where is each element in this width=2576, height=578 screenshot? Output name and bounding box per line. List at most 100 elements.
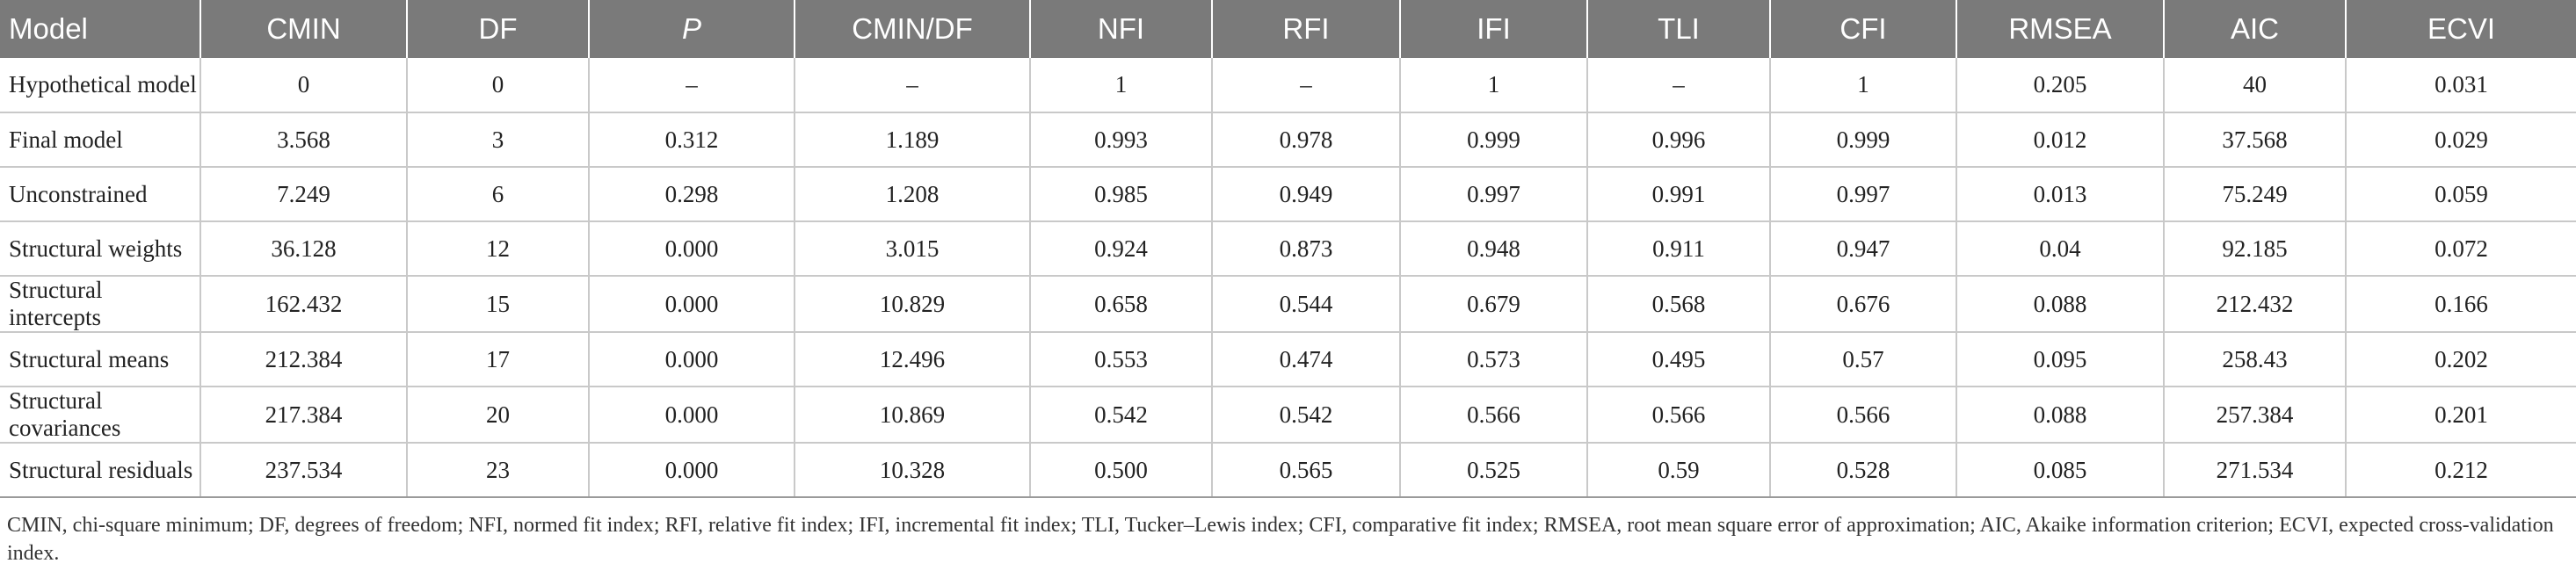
table-cell: 0.000 xyxy=(588,443,795,498)
table-cell: 0.568 xyxy=(1586,276,1770,333)
table-cell: 75.249 xyxy=(2163,167,2346,222)
table-cell: 0.04 xyxy=(1956,221,2164,277)
table-cell: 0.985 xyxy=(1029,167,1212,222)
table-cell: 0.978 xyxy=(1211,112,1400,168)
table-cell: 0.525 xyxy=(1399,443,1587,498)
table-row: Final model 3.568 3 0.312 1.189 0.993 0.978 0.9… xyxy=(0,112,2576,168)
table-cell: 40 xyxy=(2163,58,2346,113)
table-cell: 258.43 xyxy=(2163,332,2346,387)
table-cell: 0.542 xyxy=(1029,387,1212,444)
table-cell: 0.059 xyxy=(2345,167,2576,222)
table-cell: 257.384 xyxy=(2163,387,2346,444)
table-cell: 3.015 xyxy=(794,221,1030,277)
table-row: Structural means 212.384 17 0.000 12.496 0.55… xyxy=(0,332,2576,387)
table-cell: 7.249 xyxy=(200,167,407,222)
table-cell: 0.013 xyxy=(1956,167,2164,222)
table-cell: 271.534 xyxy=(2163,443,2346,498)
header-cmin: CMIN xyxy=(200,0,407,58)
table-cell: 1 xyxy=(1399,58,1587,113)
table-cell: 10.829 xyxy=(794,276,1030,333)
table-cell: 0.544 xyxy=(1211,276,1400,333)
table-cell: 12.496 xyxy=(794,332,1030,387)
table-cell: 1 xyxy=(1769,58,1956,113)
table-row: Structural covariances 217.384 20 0.000 10.8… xyxy=(0,387,2576,444)
header-cmin-df: CMIN/DF xyxy=(794,0,1030,58)
table-cell: 0.873 xyxy=(1211,221,1400,277)
table-cell: 10.869 xyxy=(794,387,1030,444)
table-cell: 0.000 xyxy=(588,387,795,444)
table-cell: 0.993 xyxy=(1029,112,1212,168)
table-cell: 0.991 xyxy=(1586,167,1770,222)
table-cell: 0.999 xyxy=(1399,112,1587,168)
model-name-cell: Hypothetical model xyxy=(0,58,200,113)
table-cell: 0.528 xyxy=(1769,443,1956,498)
table-cell: 0.949 xyxy=(1211,167,1400,222)
header-nfi: NFI xyxy=(1029,0,1212,58)
header-cfi: CFI xyxy=(1769,0,1956,58)
table-cell: 10.328 xyxy=(794,443,1030,498)
table-cell: 0.088 xyxy=(1956,276,2164,333)
table-cell: 0.205 xyxy=(1956,58,2164,113)
table-cell: 0.57 xyxy=(1769,332,1956,387)
table-cell: 0.59 xyxy=(1586,443,1770,498)
header-row: Model CMIN DF P CMIN/DF NFI RFI IFI TLI … xyxy=(0,0,2576,58)
table-cell: 217.384 xyxy=(200,387,407,444)
model-name-cell: Structural intercepts xyxy=(0,276,200,333)
table-row: Hypothetical model 0 0– –1–1–1 0.205 40 0.031 xyxy=(0,58,2576,113)
header-aic: AIC xyxy=(2163,0,2346,58)
table-cell: 0.029 xyxy=(2345,112,2576,168)
table-cell: 0 xyxy=(406,58,589,113)
table-row: Structural residuals 237.534 23 0.000 10.328… xyxy=(0,443,2576,498)
table-cell: 0.072 xyxy=(2345,221,2576,277)
table-cell: 0.202 xyxy=(2345,332,2576,387)
model-name-cell: Final model xyxy=(0,112,200,168)
table-cell: 6 xyxy=(406,167,589,222)
table-cell: 0.542 xyxy=(1211,387,1400,444)
table-cell: 0.474 xyxy=(1211,332,1400,387)
table-cell: 1 xyxy=(1029,58,1212,113)
table-row: Structural intercepts 162.432 15 0.000 10.82… xyxy=(0,276,2576,333)
header-df: DF xyxy=(406,0,589,58)
table-cell: – xyxy=(588,58,795,113)
table-cell: 0.573 xyxy=(1399,332,1587,387)
table-cell: 0.679 xyxy=(1399,276,1587,333)
header-tli: TLI xyxy=(1586,0,1770,58)
table-cell: 0.166 xyxy=(2345,276,2576,333)
table-cell: 237.534 xyxy=(200,443,407,498)
table-cell: 92.185 xyxy=(2163,221,2346,277)
header-model: Model xyxy=(9,12,88,45)
table-cell: 1.208 xyxy=(794,167,1030,222)
table-cell: 15 xyxy=(406,276,589,333)
table-cell: 0.676 xyxy=(1769,276,1956,333)
header-ifi: IFI xyxy=(1399,0,1587,58)
table-cell: 212.384 xyxy=(200,332,407,387)
table-cell: 12 xyxy=(406,221,589,277)
table-cell: 17 xyxy=(406,332,589,387)
table-cell: – xyxy=(794,58,1030,113)
table-cell: 0.031 xyxy=(2345,58,2576,113)
table-cell: 0.658 xyxy=(1029,276,1212,333)
header-rmsea: RMSEA xyxy=(1956,0,2164,58)
table-cell: 0.565 xyxy=(1211,443,1400,498)
table-cell: 0.088 xyxy=(1956,387,2164,444)
table-cell: 0.997 xyxy=(1769,167,1956,222)
header-p: P xyxy=(588,0,795,58)
model-name-cell: Unconstrained xyxy=(0,167,200,222)
table-cell: – xyxy=(1211,58,1400,113)
table-cell: 23 xyxy=(406,443,589,498)
table-cell: 3.568 xyxy=(200,112,407,168)
table-cell: 0.947 xyxy=(1769,221,1956,277)
table-body: Hypothetical model 0 0– –1–1–1 0.205 40 0.031 F… xyxy=(0,58,2576,498)
table-cell: 0 xyxy=(200,58,407,113)
table-cell: 0.201 xyxy=(2345,387,2576,444)
table-cell: 0.495 xyxy=(1586,332,1770,387)
table-cell: 0.000 xyxy=(588,276,795,333)
table-cell: 0.085 xyxy=(1956,443,2164,498)
table-cell: 162.432 xyxy=(200,276,407,333)
table-cell: 212.432 xyxy=(2163,276,2346,333)
header-rfi: RFI xyxy=(1211,0,1400,58)
table-cell: 0.996 xyxy=(1586,112,1770,168)
table-cell: 0.924 xyxy=(1029,221,1212,277)
model-name-cell: Structural residuals xyxy=(0,443,200,498)
table-cell: 37.568 xyxy=(2163,112,2346,168)
